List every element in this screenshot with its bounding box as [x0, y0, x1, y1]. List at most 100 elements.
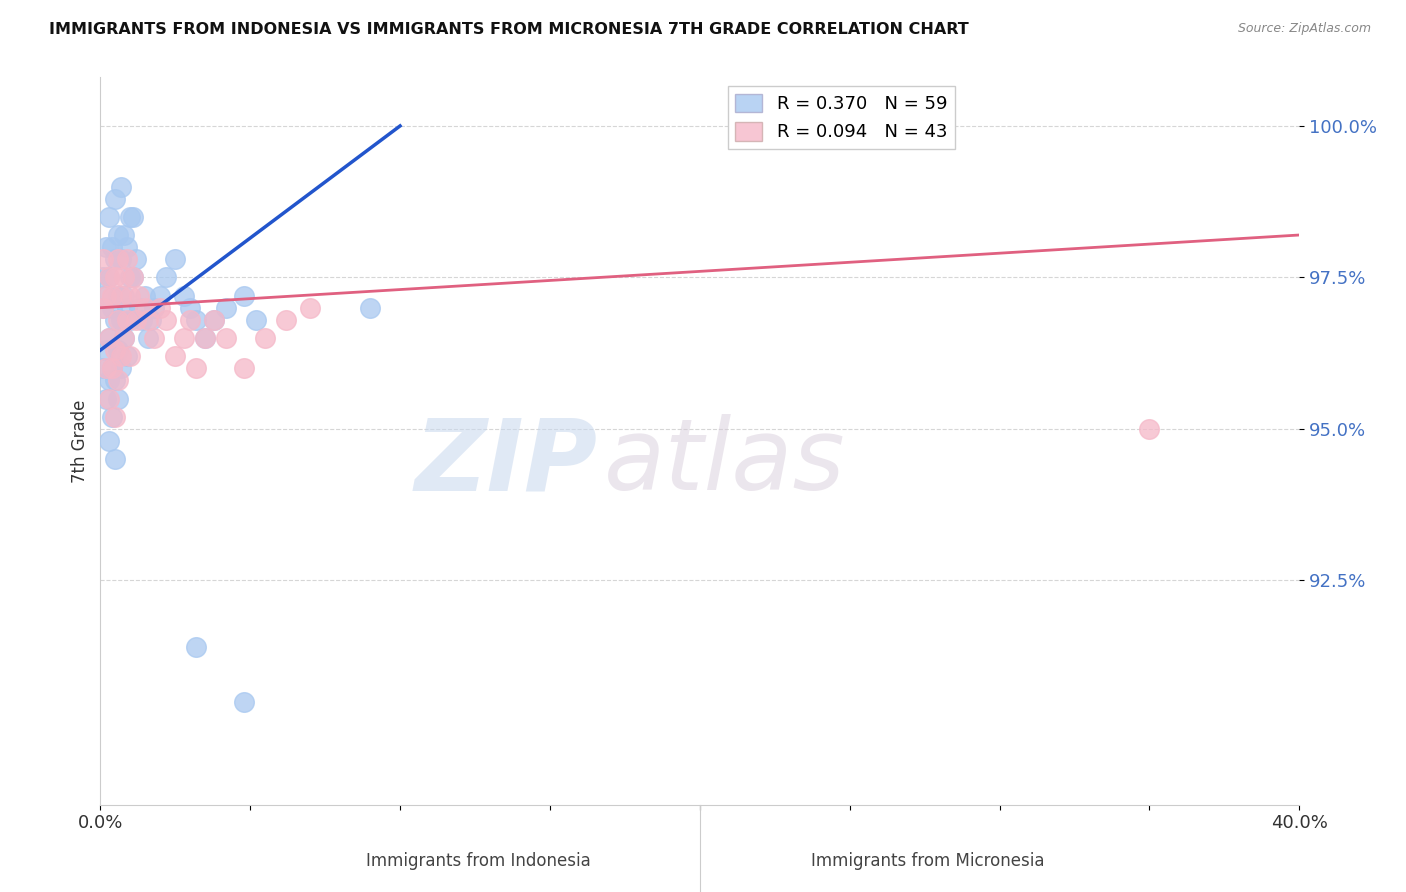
Text: atlas: atlas	[603, 415, 845, 511]
Point	[98, 270, 121, 285]
Point	[245, 313, 267, 327]
Point	[120, 349, 142, 363]
Point	[125, 252, 148, 267]
Point	[215, 301, 238, 315]
Point	[98, 434, 121, 448]
Point	[143, 301, 166, 315]
Point	[254, 331, 277, 345]
Point	[186, 313, 208, 327]
Point	[112, 270, 135, 285]
Point	[117, 252, 139, 267]
Text: Immigrants from Indonesia: Immigrants from Indonesia	[366, 852, 591, 870]
Point	[120, 270, 142, 285]
Point	[179, 313, 201, 327]
Point	[233, 361, 256, 376]
Point	[186, 361, 208, 376]
Point	[202, 313, 225, 327]
Point	[96, 392, 118, 406]
Point	[104, 252, 127, 267]
Point	[101, 361, 124, 376]
Point	[107, 288, 129, 302]
Legend: R = 0.370   N = 59, R = 0.094   N = 43: R = 0.370 N = 59, R = 0.094 N = 43	[728, 87, 955, 149]
Point	[149, 288, 172, 302]
Point	[179, 301, 201, 315]
Point	[110, 179, 132, 194]
Point	[93, 252, 115, 267]
Point	[98, 210, 121, 224]
Point	[194, 331, 217, 345]
Point	[120, 210, 142, 224]
Point	[107, 392, 129, 406]
Point	[143, 331, 166, 345]
Point	[96, 361, 118, 376]
Point	[104, 409, 127, 424]
Point	[110, 288, 132, 302]
Point	[98, 270, 121, 285]
Point	[359, 301, 381, 315]
Point	[104, 192, 127, 206]
Point	[98, 374, 121, 388]
Point	[173, 331, 195, 345]
Point	[136, 331, 159, 345]
Point	[107, 374, 129, 388]
Point	[276, 313, 298, 327]
Point	[101, 240, 124, 254]
Point	[110, 361, 132, 376]
Point	[93, 361, 115, 376]
Text: ZIP: ZIP	[415, 415, 598, 511]
Point	[299, 301, 322, 315]
Point	[128, 288, 150, 302]
Point	[122, 210, 145, 224]
Point	[98, 392, 121, 406]
Point	[117, 301, 139, 315]
Point	[136, 313, 159, 327]
Point	[107, 343, 129, 358]
Text: IMMIGRANTS FROM INDONESIA VS IMMIGRANTS FROM MICRONESIA 7TH GRADE CORRELATION CH: IMMIGRANTS FROM INDONESIA VS IMMIGRANTS …	[49, 22, 969, 37]
Point	[112, 227, 135, 242]
Point	[233, 695, 256, 709]
Point	[93, 301, 115, 315]
Text: Immigrants from Micronesia: Immigrants from Micronesia	[811, 852, 1045, 870]
Point	[165, 252, 187, 267]
Point	[117, 313, 139, 327]
Point	[110, 349, 132, 363]
Point	[96, 343, 118, 358]
Point	[155, 313, 177, 327]
Point	[173, 288, 195, 302]
Point	[128, 301, 150, 315]
Point	[93, 301, 115, 315]
Point	[107, 252, 129, 267]
Point	[134, 301, 156, 315]
Point	[104, 452, 127, 467]
Point	[122, 270, 145, 285]
Point	[202, 313, 225, 327]
Point	[93, 270, 115, 285]
Point	[104, 270, 127, 285]
Point	[134, 288, 156, 302]
Point	[107, 313, 129, 327]
Point	[215, 331, 238, 345]
Point	[107, 227, 129, 242]
Point	[117, 240, 139, 254]
Point	[96, 240, 118, 254]
Point	[122, 270, 145, 285]
Text: Source: ZipAtlas.com: Source: ZipAtlas.com	[1237, 22, 1371, 36]
Point	[101, 361, 124, 376]
Point	[101, 288, 124, 302]
Point	[1137, 422, 1160, 436]
Point	[110, 252, 132, 267]
Point	[149, 301, 172, 315]
Point	[165, 349, 187, 363]
Point	[155, 270, 177, 285]
Point	[101, 409, 124, 424]
Point	[104, 343, 127, 358]
Point	[112, 331, 135, 345]
Point	[141, 313, 163, 327]
Point	[120, 313, 142, 327]
Point	[186, 640, 208, 654]
Point	[96, 288, 118, 302]
Point	[101, 301, 124, 315]
Point	[104, 313, 127, 327]
Y-axis label: 7th Grade: 7th Grade	[72, 400, 89, 483]
Point	[112, 288, 135, 302]
